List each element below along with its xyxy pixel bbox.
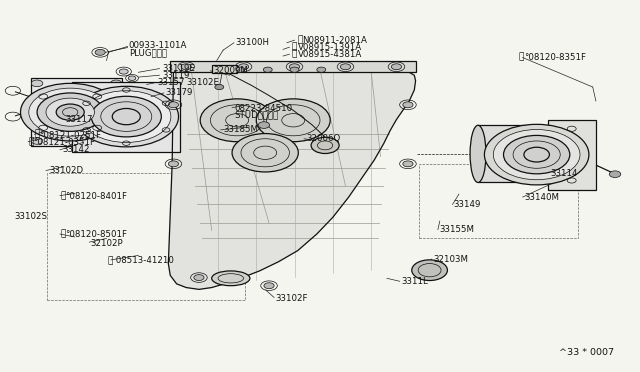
Text: 32006Q: 32006Q xyxy=(306,134,340,143)
Text: °08120-8501F: °08120-8501F xyxy=(65,230,127,239)
Text: °08121-0251F: °08121-0251F xyxy=(40,131,102,140)
Text: 33119: 33119 xyxy=(162,71,189,80)
Circle shape xyxy=(215,84,224,90)
Circle shape xyxy=(504,135,570,174)
Text: 33102S: 33102S xyxy=(14,212,47,221)
Bar xyxy=(47,173,245,300)
Text: °08120-8401F: °08120-8401F xyxy=(65,192,127,201)
Text: N08911-2081A: N08911-2081A xyxy=(302,36,367,45)
Circle shape xyxy=(82,91,171,142)
Text: 32009M: 32009M xyxy=(213,66,248,75)
Circle shape xyxy=(31,80,43,87)
Text: 33114: 33114 xyxy=(550,169,578,177)
Text: Ⓥ: Ⓥ xyxy=(292,43,298,52)
Circle shape xyxy=(236,67,245,72)
Text: 33179: 33179 xyxy=(166,89,193,97)
Circle shape xyxy=(110,80,122,87)
Circle shape xyxy=(31,138,43,144)
Circle shape xyxy=(56,104,84,120)
Circle shape xyxy=(168,102,179,108)
Circle shape xyxy=(110,138,122,144)
Text: 08223-84510: 08223-84510 xyxy=(234,104,292,113)
Bar xyxy=(170,61,415,71)
Bar xyxy=(478,125,566,182)
Text: 33102F: 33102F xyxy=(275,294,308,303)
Text: 33117: 33117 xyxy=(65,115,93,124)
Text: °08120-8351F: °08120-8351F xyxy=(524,53,586,62)
Text: 33140M: 33140M xyxy=(524,193,559,202)
Text: 32102P: 32102P xyxy=(91,239,124,248)
Text: 33157: 33157 xyxy=(157,78,185,87)
Circle shape xyxy=(403,161,413,167)
Bar xyxy=(419,164,578,238)
Circle shape xyxy=(256,99,330,142)
Text: Ⓑ: Ⓑ xyxy=(60,230,65,238)
Circle shape xyxy=(263,67,272,72)
Text: STUDスタッド: STUDスタッド xyxy=(234,110,278,120)
Text: Ⓑ: Ⓑ xyxy=(519,52,524,61)
Text: V08915-1391A: V08915-1391A xyxy=(298,43,362,52)
Text: 33119E: 33119E xyxy=(162,64,195,73)
Text: 33102D: 33102D xyxy=(49,166,83,175)
Text: 08513-41210: 08513-41210 xyxy=(113,256,174,265)
Circle shape xyxy=(311,137,339,154)
Text: 33185M: 33185M xyxy=(223,125,258,134)
Circle shape xyxy=(412,260,447,280)
Ellipse shape xyxy=(558,125,574,183)
Text: V08915-4381A: V08915-4381A xyxy=(298,50,362,59)
Ellipse shape xyxy=(212,271,250,286)
Text: 33102E: 33102E xyxy=(186,78,219,87)
Bar xyxy=(72,81,180,152)
Circle shape xyxy=(609,171,621,177)
Circle shape xyxy=(493,129,580,180)
Circle shape xyxy=(392,64,401,70)
Text: 00933-1101A: 00933-1101A xyxy=(129,41,188,50)
Text: 33149: 33149 xyxy=(454,200,481,209)
Bar xyxy=(31,78,122,146)
Circle shape xyxy=(181,64,191,70)
Text: 33100H: 33100H xyxy=(236,38,270,47)
Circle shape xyxy=(119,69,128,74)
Circle shape xyxy=(20,83,120,141)
Bar xyxy=(548,119,596,190)
Text: Ⓑ: Ⓑ xyxy=(35,130,40,139)
Circle shape xyxy=(290,67,299,72)
Text: Ⓑ: Ⓑ xyxy=(28,137,33,146)
Circle shape xyxy=(194,275,204,280)
Circle shape xyxy=(74,86,179,147)
Text: Ⓑ: Ⓑ xyxy=(60,191,65,200)
Circle shape xyxy=(340,64,351,70)
Polygon shape xyxy=(168,68,415,289)
Text: Ⓢ: Ⓢ xyxy=(107,256,113,265)
Text: 33142: 33142 xyxy=(62,145,90,154)
Circle shape xyxy=(46,98,95,126)
Text: 33155M: 33155M xyxy=(440,225,475,234)
Text: ^33 * 0007: ^33 * 0007 xyxy=(559,349,614,357)
Circle shape xyxy=(264,283,274,289)
Circle shape xyxy=(232,134,298,172)
Text: Ⓥ: Ⓥ xyxy=(292,50,298,59)
Ellipse shape xyxy=(470,125,486,183)
Circle shape xyxy=(239,64,248,70)
Text: PLUGプラグ: PLUGプラグ xyxy=(129,48,167,57)
Circle shape xyxy=(92,96,161,137)
Circle shape xyxy=(484,124,589,185)
Circle shape xyxy=(403,102,413,108)
Text: °08121-0351F: °08121-0351F xyxy=(33,138,95,147)
Circle shape xyxy=(95,49,105,55)
Text: 32103M: 32103M xyxy=(433,254,468,264)
Circle shape xyxy=(258,122,269,128)
Circle shape xyxy=(317,67,326,72)
Circle shape xyxy=(29,88,111,136)
Text: Ⓝ: Ⓝ xyxy=(297,36,303,45)
Text: 3311L: 3311L xyxy=(401,277,428,286)
Circle shape xyxy=(168,161,179,167)
Circle shape xyxy=(37,93,103,131)
Bar xyxy=(212,65,237,73)
Circle shape xyxy=(128,76,136,80)
Circle shape xyxy=(200,99,274,142)
Circle shape xyxy=(289,64,300,70)
